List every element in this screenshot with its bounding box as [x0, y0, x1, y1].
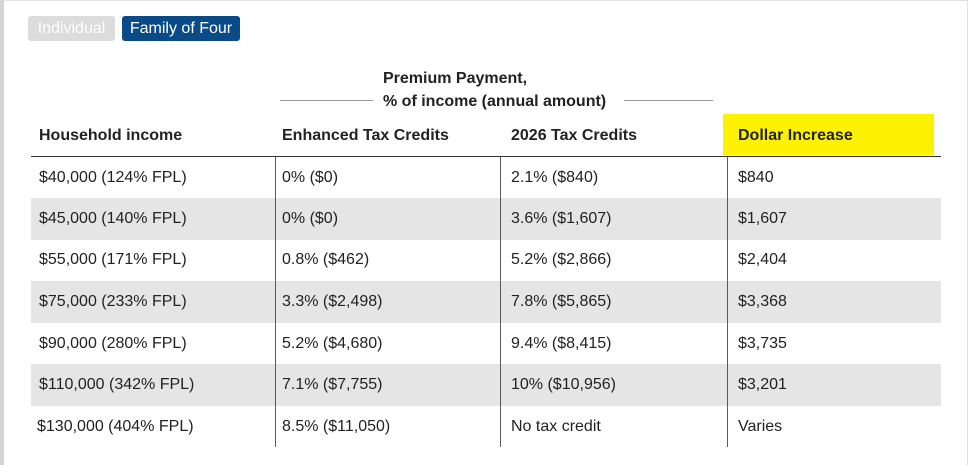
cell-dollar-increase: $840 — [738, 168, 774, 186]
premium-payment-group-header: Premium Payment, % of income (annual amo… — [280, 67, 713, 113]
table-header-row: Household income Enhanced Tax Credits 20… — [31, 115, 941, 157]
cell-enhanced-tax-credits: 3.3% ($2,498) — [274, 281, 503, 323]
cell-enhanced-tax-credits: 8.5% ($11,050) — [282, 417, 391, 435]
column-divider — [275, 157, 276, 447]
group-header-line2: % of income (annual amount) — [383, 93, 607, 110]
column-header-enhanced-tax-credits: Enhanced Tax Credits — [274, 115, 503, 157]
cell-household-income: $110,000 (342% FPL) — [31, 364, 274, 407]
table-row: $45,000 (140% FPL) 0% ($0) 3.6% ($1,607) $1… — [31, 198, 941, 240]
cell-dollar-increase: $3,735 — [738, 334, 787, 352]
column-divider — [500, 157, 501, 447]
table-row: $130,000 (404% FPL) 8.5% ($11,050) No tax … — [31, 406, 941, 448]
cell-household-income: $55,000 (171% FPL) — [39, 251, 187, 269]
table-row: $55,000 (171% FPL) 0.8% ($462) 5.2% ($2,86… — [31, 240, 941, 282]
column-header-2026-tax-credits: 2026 Tax Credits — [503, 115, 730, 157]
column-header-dollar-increase: Dollar Increase — [730, 115, 941, 157]
cell-household-income: $45,000 (140% FPL) — [31, 198, 274, 240]
cell-household-income: $130,000 (404% FPL) — [37, 417, 194, 435]
table-row: $90,000 (280% FPL) 5.2% ($4,680) 9.4% ($8,… — [31, 323, 941, 365]
cell-enhanced-tax-credits: 0% ($0) — [282, 168, 339, 186]
household-type-toggle: Individual Family of Four — [28, 16, 240, 41]
cell-household-income: $90,000 (280% FPL) — [39, 334, 187, 352]
cell-2026-tax-credits: 9.4% ($8,415) — [511, 334, 612, 352]
cell-2026-tax-credits: 5.2% ($2,866) — [511, 251, 612, 269]
cell-household-income: $40,000 (124% FPL) — [39, 168, 187, 186]
group-header-rule-left — [280, 100, 373, 101]
cell-2026-tax-credits: 3.6% ($1,607) — [503, 198, 730, 240]
cell-enhanced-tax-credits: 7.1% ($7,755) — [274, 364, 503, 407]
cell-dollar-increase: Varies — [738, 417, 783, 435]
cell-enhanced-tax-credits: 0% ($0) — [274, 198, 503, 240]
cell-2026-tax-credits: No tax credit — [511, 417, 601, 435]
cell-dollar-increase: $3,201 — [730, 364, 941, 407]
cell-dollar-increase: $2,404 — [738, 251, 787, 269]
cell-enhanced-tax-credits: 5.2% ($4,680) — [282, 334, 383, 352]
cell-dollar-increase: $3,368 — [730, 281, 941, 323]
column-divider — [727, 157, 728, 447]
cell-2026-tax-credits: 10% ($10,956) — [503, 364, 730, 407]
group-header-line1: Premium Payment, — [383, 70, 528, 87]
cell-household-income: $75,000 (233% FPL) — [31, 281, 274, 323]
group-header-title: Premium Payment, % of income (annual amo… — [383, 67, 618, 113]
individual-tab[interactable]: Individual — [28, 16, 115, 41]
group-header-rule-right — [624, 100, 713, 101]
column-header-household-income: Household income — [31, 115, 274, 157]
table-row: $75,000 (233% FPL) 3.3% ($2,498) 7.8% ($5,… — [31, 281, 941, 323]
premium-table: Household income Enhanced Tax Credits 20… — [31, 115, 941, 448]
cell-2026-tax-credits: 2.1% ($840) — [511, 168, 599, 186]
cell-2026-tax-credits: 7.8% ($5,865) — [503, 281, 730, 323]
table-row: $110,000 (342% FPL) 7.1% ($7,755) 10% ($10… — [31, 364, 941, 407]
table-row: $40,000 (124% FPL) 0% ($0) 2.1% ($840) $840 — [31, 157, 941, 199]
cell-dollar-increase: $1,607 — [730, 198, 941, 240]
family-of-four-tab[interactable]: Family of Four — [122, 16, 240, 41]
cell-enhanced-tax-credits: 0.8% ($462) — [282, 251, 370, 269]
